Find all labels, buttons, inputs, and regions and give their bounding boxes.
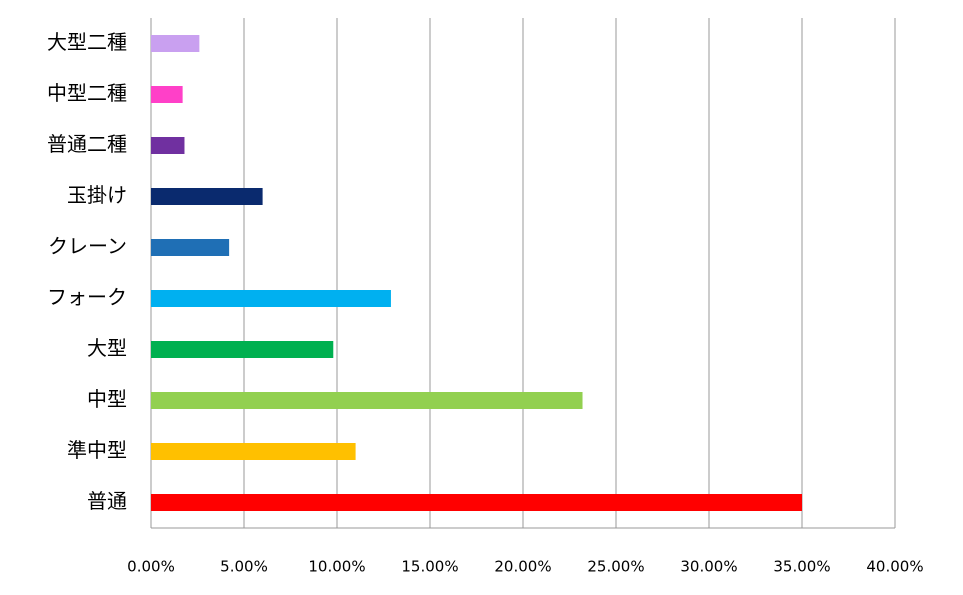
x-tick-label: 40.00%: [866, 558, 923, 576]
y-tick-label: 普通二種: [47, 132, 127, 156]
y-tick-label: 準中型: [67, 438, 127, 462]
y-tick-label: 大型二種: [47, 30, 127, 54]
y-tick-label: 普通: [87, 489, 127, 513]
x-tick-label: 0.00%: [127, 558, 175, 576]
y-tick-label: クレーン: [48, 234, 127, 258]
x-tick-label: 5.00%: [220, 558, 268, 576]
y-tick-label: 大型: [87, 336, 127, 360]
x-tick-label: 25.00%: [587, 558, 644, 576]
bar: [151, 137, 185, 154]
bar: [151, 35, 200, 52]
bar: [151, 494, 802, 511]
y-tick-label: 中型二種: [47, 81, 127, 105]
x-tick-label: 10.00%: [308, 558, 365, 576]
x-tick-label: 30.00%: [680, 558, 737, 576]
y-tick-label: 玉掛け: [67, 183, 127, 207]
bar: [151, 188, 263, 205]
y-tick-label: フォーク: [47, 285, 127, 309]
x-tick-label: 20.00%: [494, 558, 551, 576]
bar: [151, 239, 230, 256]
y-tick-label: 中型: [87, 387, 127, 411]
x-tick-label: 35.00%: [773, 558, 830, 576]
bar: [151, 443, 356, 460]
x-tick-label: 15.00%: [401, 558, 458, 576]
bar: [151, 290, 391, 307]
bar: [151, 341, 334, 358]
bar: [151, 392, 583, 409]
bar: [151, 86, 183, 103]
